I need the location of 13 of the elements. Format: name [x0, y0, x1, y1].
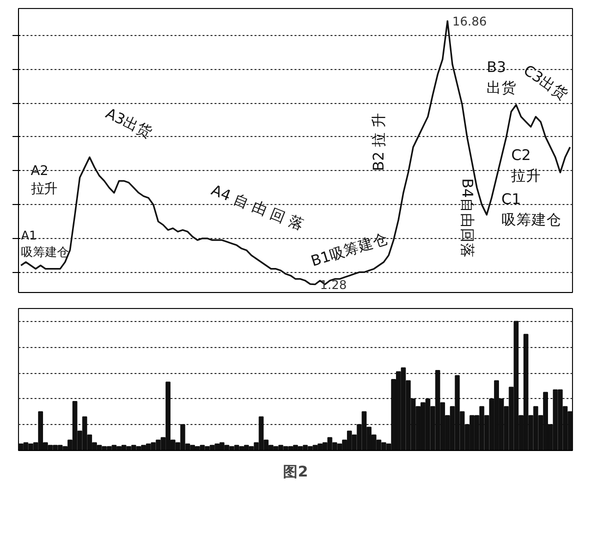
data-label: 1.28 — [320, 278, 347, 292]
annotation: A2 拉升 — [30, 164, 57, 198]
annotation: B2 拉 升 — [370, 112, 388, 171]
annotation: B4自由回落 — [458, 178, 476, 258]
annotation: A3出货 — [102, 105, 155, 142]
annotation: A4 自 由 回 落 — [208, 182, 306, 234]
annotation: C1 吸筹建仓 — [501, 191, 562, 228]
annotation: B3 出货 — [486, 59, 517, 97]
annotation: C3出货 — [520, 62, 571, 104]
annotation: B1吸筹建仓 — [309, 230, 390, 270]
caption: 图2 — [282, 464, 308, 480]
annotation: C2 拉升 — [511, 147, 542, 185]
data-label: 16.86 — [452, 14, 487, 29]
